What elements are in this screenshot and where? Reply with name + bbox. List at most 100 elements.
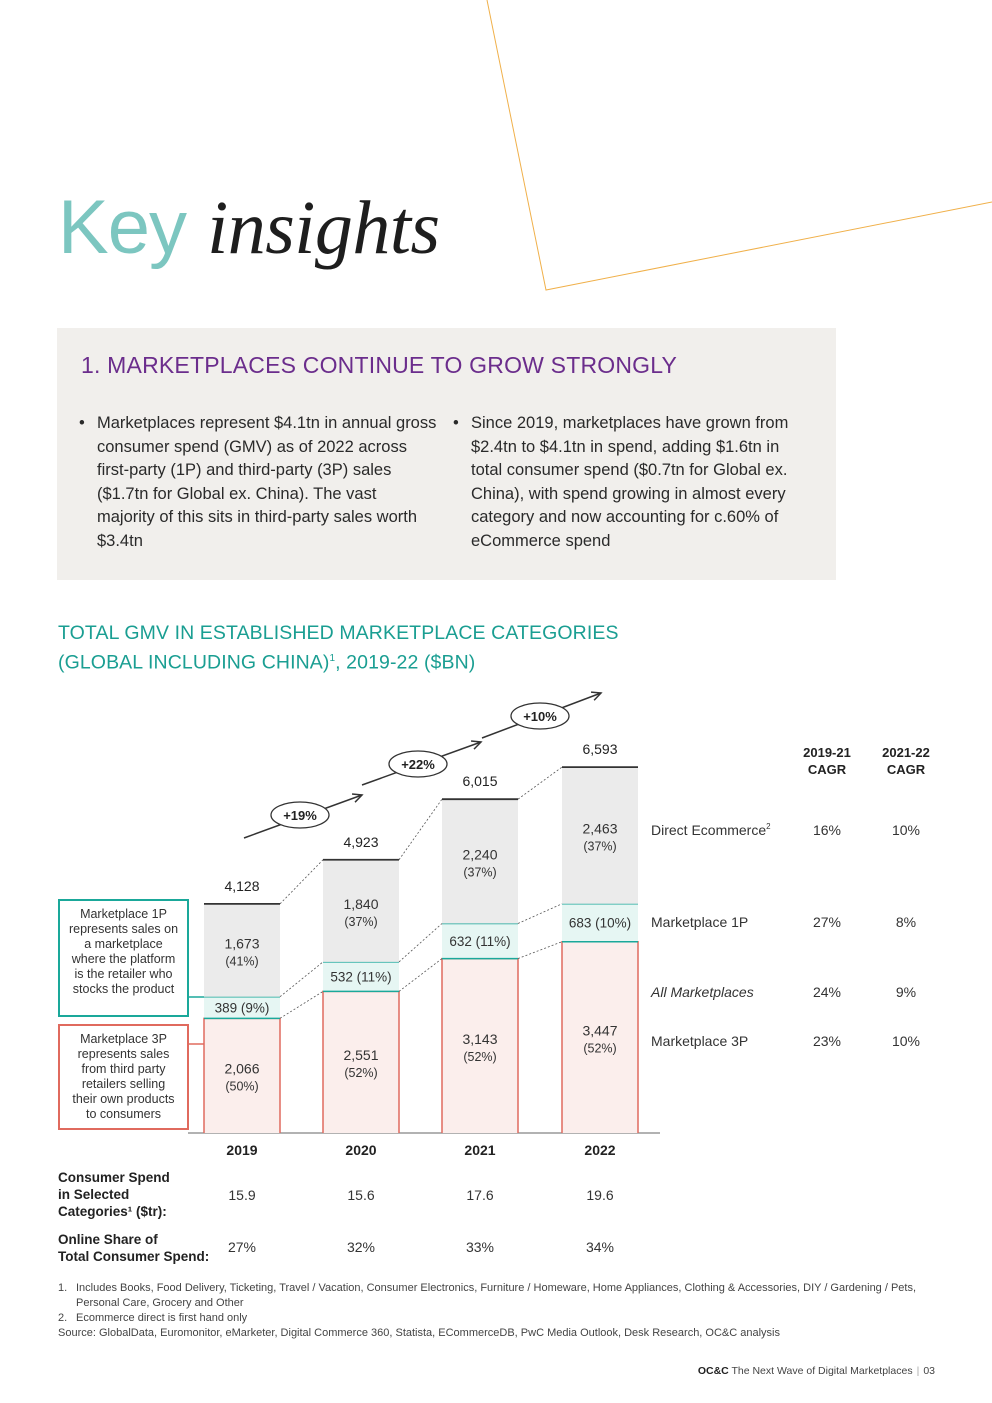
cagr-row-v1-1: 27% <box>813 914 841 930</box>
label-3p-share-2022: (52%) <box>583 1041 616 1055</box>
cagr-header-0-line1: 2019-21 <box>803 745 851 760</box>
table-row-1-value-2021: 33% <box>466 1239 494 1255</box>
bar-1p-2022 <box>562 903 638 942</box>
label-3p-value-2022: 3,447 <box>582 1022 617 1038</box>
table-row-1-value-2020: 32% <box>347 1239 375 1255</box>
label-1p-2019: 389 (9%) <box>215 1001 270 1016</box>
label-3p-share-2020: (52%) <box>344 1066 377 1080</box>
label-direct-value-2019: 1,673 <box>224 935 259 951</box>
label-total-2021: 6,015 <box>462 773 497 789</box>
callout-marketplace-3p: Marketplace 3P represents sales from thi… <box>58 1024 189 1130</box>
table-row-1-value-2022: 34% <box>586 1239 614 1255</box>
table-row-0-value-2019: 15.9 <box>228 1187 255 1203</box>
cagr-row-label-2: All Marketplaces <box>650 984 754 1000</box>
label-direct-value-2021: 2,240 <box>462 846 497 862</box>
bar-1p-2020 <box>323 961 399 992</box>
growth-label-1: +22% <box>401 757 435 772</box>
bar-1p-2021 <box>442 923 518 959</box>
page-title-key: Key <box>58 185 187 270</box>
label-3p-share-2019: (50%) <box>225 1080 258 1094</box>
cagr-row-v2-3: 10% <box>892 1033 920 1049</box>
bar-direct-2022 <box>562 767 638 904</box>
chart-title-line2: (GLOBAL INCLUDING CHINA)1, 2019-22 ($BN) <box>58 651 476 674</box>
growth-label-0: +19% <box>283 808 317 823</box>
footnote-1: 1. Includes Books, Food Delivery, Ticketi… <box>58 1282 917 1309</box>
bar-direct-2020 <box>323 859 399 962</box>
table-row-0-label-2: Categories¹ ($tr): <box>58 1204 167 1219</box>
connector-3p-2 <box>517 941 563 959</box>
label-total-2022: 6,593 <box>582 741 617 757</box>
insight-bullet-2: Since 2019, marketplaces have grown from… <box>453 412 813 553</box>
insight-box: 1. MARKETPLACES CONTINUE TO GROW STRONGL… <box>57 328 836 580</box>
label-3p-value-2019: 2,066 <box>224 1061 259 1077</box>
footnotes: 1. Includes Books, Food Delivery, Ticketi… <box>58 1281 938 1341</box>
table-row-0-label-0: Consumer Spend <box>58 1170 170 1185</box>
label-1p-2022: 683 (10%) <box>569 916 631 931</box>
table-row-0-value-2020: 15.6 <box>347 1187 374 1203</box>
cagr-row-v1-3: 23% <box>813 1033 841 1049</box>
connector-1p-1 <box>398 923 443 963</box>
chart-title: TOTAL GMV IN ESTABLISHED MARKETPLACE CAT… <box>58 620 619 676</box>
table-row-0-value-2021: 17.6 <box>466 1187 493 1203</box>
insight-bullet-1: Marketplaces represent $4.1tn in annual … <box>79 412 437 553</box>
growth-bubble-0 <box>270 801 330 829</box>
chart-title-line1: TOTAL GMV IN ESTABLISHED MARKETPLACE CAT… <box>58 622 619 644</box>
page-footer: OC&C The Next Wave of Digital Marketplac… <box>697 1365 935 1377</box>
growth-bubble-1 <box>388 750 448 778</box>
bar-3p-2022 <box>562 941 638 1133</box>
footer-title: The Next Wave of Digital Marketplaces <box>731 1365 913 1377</box>
cagr-header-1-line2: CAGR <box>887 762 926 777</box>
page-title-insights: insights <box>207 186 440 270</box>
table-row-0-label-1: in Selected <box>58 1187 129 1202</box>
callout-marketplace-1p: Marketplace 1P represents sales on a mar… <box>58 899 189 1017</box>
page-number: 03 <box>923 1365 935 1377</box>
cagr-header-0-line2: CAGR <box>808 762 847 777</box>
bar-direct-2019 <box>204 903 280 997</box>
x-tick-2021: 2021 <box>464 1142 495 1158</box>
bar-1p-2019 <box>204 996 280 1019</box>
label-total-2019: 4,128 <box>224 878 259 894</box>
growth-arrow-head-1 <box>470 740 483 750</box>
decorative-lines <box>486 0 992 291</box>
bar-3p-2019 <box>204 1018 280 1133</box>
cagr-row-label-3: Marketplace 3P <box>651 1033 748 1049</box>
table-row-1-value-2019: 27% <box>228 1239 256 1255</box>
cagr-row-label-1: Marketplace 1P <box>651 914 748 930</box>
gmv-chart: 2,066 (50%) 389 (9%) 1,673 (41%) 4,128 2019 2,5… <box>58 691 930 1264</box>
page-title: Key insights <box>58 178 440 278</box>
x-tick-2022: 2022 <box>584 1142 615 1158</box>
label-direct-value-2022: 2,463 <box>582 820 617 836</box>
x-tick-2020: 2020 <box>345 1142 376 1158</box>
brand-logo: OC&C <box>697 1365 729 1377</box>
table-row-1-label-0: Online Share of <box>58 1232 158 1247</box>
cagr-row-v1-2: 24% <box>813 984 841 1000</box>
label-1p-2021: 632 (11%) <box>449 934 510 949</box>
connector-3p-1 <box>398 958 443 992</box>
connector-1p-0 <box>279 961 324 998</box>
connector-total-1 <box>398 798 443 861</box>
cagr-row-v2-1: 8% <box>896 914 916 930</box>
label-3p-value-2020: 2,551 <box>343 1047 378 1063</box>
connector-1p-2 <box>517 903 563 924</box>
growth-label-2: +10% <box>523 709 557 724</box>
insight-heading: 1. MARKETPLACES CONTINUE TO GROW STRONGL… <box>81 352 678 378</box>
cagr-row-v2-0: 10% <box>892 822 920 838</box>
label-direct-share-2019: (41%) <box>225 954 258 968</box>
label-direct-value-2020: 1,840 <box>343 896 378 912</box>
growth-arrow-head-2 <box>590 691 603 701</box>
cagr-row-label-0: Direct Ecommerce2 <box>651 822 771 838</box>
growth-bubble-2 <box>510 702 570 730</box>
cagr-header-1-line1: 2021-22 <box>882 745 930 760</box>
label-1p-2020: 532 (11%) <box>330 970 391 985</box>
connector-3p-0 <box>279 991 324 1019</box>
label-3p-share-2021: (52%) <box>463 1050 496 1064</box>
table-row-1-label-1: Total Consumer Spend: <box>58 1249 209 1264</box>
table-row-0-value-2022: 19.6 <box>586 1187 613 1203</box>
label-direct-share-2021: (37%) <box>463 865 496 879</box>
bar-3p-2020 <box>323 991 399 1133</box>
connector-total-2 <box>517 766 563 800</box>
cagr-row-v1-0: 16% <box>813 822 841 838</box>
footnote-2: 2. Ecommerce direct is first hand only <box>58 1312 248 1324</box>
bar-3p-2021 <box>442 958 518 1133</box>
growth-arrow-head-0 <box>351 793 364 803</box>
